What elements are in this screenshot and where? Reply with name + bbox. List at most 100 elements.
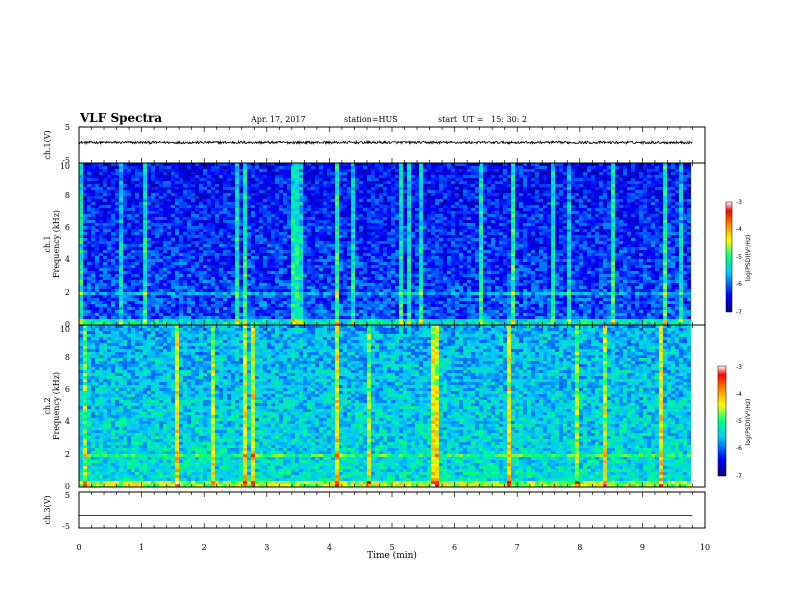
spectrogram-cell: [611, 187, 615, 190]
spectrogram-cell: [595, 181, 599, 184]
spectrogram-cell: [619, 163, 623, 166]
spectrogram-cell: [471, 187, 475, 190]
spectrogram-cell: [335, 229, 339, 232]
spectrogram-cell: [283, 166, 287, 169]
spectrogram-cell: [463, 196, 467, 199]
spectrogram-cell: [423, 244, 427, 247]
spectrogram-cell: [167, 202, 171, 205]
spectrogram-cell: [411, 208, 415, 211]
spectrogram-cell: [523, 184, 527, 187]
spectrogram-cell: [639, 184, 643, 187]
spectrogram-cell: [295, 256, 299, 259]
spectrogram-cell: [255, 229, 259, 232]
spectrogram-cell: [183, 241, 187, 244]
spectrogram-cell: [679, 217, 683, 220]
spectrogram-cell: [379, 199, 383, 202]
spectrogram-cell: [463, 232, 467, 235]
spectrogram-cell: [211, 166, 215, 169]
spectrogram-cell: [231, 208, 235, 211]
spectrogram-cell: [471, 214, 475, 217]
spectrogram-cell: [311, 169, 315, 172]
spectrogram-cell: [415, 178, 419, 181]
spectrogram-cell: [475, 202, 479, 205]
spectrogram-cell: [431, 190, 435, 193]
spectrogram-cell: [683, 238, 687, 241]
spectrogram-cell: [543, 232, 547, 235]
spectrogram-cell: [415, 199, 419, 202]
spectrogram-cell: [131, 241, 135, 244]
spectrogram-cell: [407, 190, 411, 193]
spectrogram-cell: [495, 205, 499, 208]
spectrogram-cell: [79, 163, 83, 166]
spectrogram-cell: [463, 247, 467, 250]
spectrogram-cell: [315, 187, 319, 190]
spectrogram-cell: [215, 211, 219, 214]
spectrogram-cell: [463, 172, 467, 175]
spectrogram-cell: [79, 199, 83, 202]
spectrogram-cell: [307, 244, 311, 247]
spectrogram-cell: [323, 187, 327, 190]
spectrogram-cell: [483, 232, 487, 235]
spectrogram-cell: [631, 241, 635, 244]
spectrogram-cell: [215, 238, 219, 241]
spectrogram-cell: [147, 241, 151, 244]
spectrogram-cell: [615, 217, 619, 220]
spectrogram-cell: [199, 229, 203, 232]
spectrogram-cell: [135, 163, 139, 166]
spectrogram-cell: [263, 178, 267, 181]
spectrogram-cell: [435, 217, 439, 220]
spectrogram-cell: [575, 178, 579, 181]
spectrogram-cell: [515, 196, 519, 199]
spectrogram-cell: [615, 202, 619, 205]
spectrogram-cell: [459, 244, 463, 247]
spectrogram-cell: [611, 250, 615, 253]
spectrogram-cell: [339, 244, 343, 247]
spectrogram-cell: [419, 199, 423, 202]
spectrogram-cell: [135, 235, 139, 238]
spectrogram-cell: [507, 229, 511, 232]
spectrogram-cell: [343, 217, 347, 220]
spectrogram-cell: [487, 244, 491, 247]
spectrogram-cell: [347, 241, 351, 244]
spectrogram-cell: [223, 211, 227, 214]
spectrogram-cell: [255, 217, 259, 220]
spectrogram-cell: [535, 190, 539, 193]
spectrogram-cell: [167, 169, 171, 172]
spectrogram-cell: [167, 220, 171, 223]
spectrogram-cell: [539, 205, 543, 208]
spectrogram-cell: [395, 211, 399, 214]
spectrogram-cell: [87, 244, 91, 247]
spectrogram-cell: [447, 211, 451, 214]
spectrogram-cell: [615, 253, 619, 256]
spectrogram-cell: [127, 247, 131, 250]
spectrogram-cell: [567, 184, 571, 187]
spectrogram-cell: [211, 169, 215, 172]
spectrogram-cell: [551, 226, 555, 229]
spectrogram-cell: [203, 184, 207, 187]
spectrogram-cell: [511, 211, 515, 214]
spectrogram-cell: [83, 244, 87, 247]
spectrogram-cell: [467, 205, 471, 208]
spectrogram-cell: [623, 232, 627, 235]
spectrogram-cell: [379, 232, 383, 235]
spectrogram-cell: [103, 202, 107, 205]
spectrogram-cell: [243, 256, 247, 259]
spectrogram-cell: [331, 190, 335, 193]
spectrogram-cell: [455, 193, 459, 196]
spectrogram-cell: [447, 235, 451, 238]
spectrogram-cell: [223, 172, 227, 175]
spectrogram-cell: [651, 178, 655, 181]
spectrogram-cell: [631, 184, 635, 187]
spectrogram-cell: [475, 169, 479, 172]
spectrogram-cell: [139, 220, 143, 223]
spectrogram-cell: [111, 214, 115, 217]
spectrogram-cell: [303, 250, 307, 253]
spectrogram-cell: [687, 184, 691, 187]
spectrogram-cell: [659, 217, 663, 220]
spectrogram-cell: [267, 166, 271, 169]
spectrogram-cell: [459, 238, 463, 241]
spectrogram-cell: [187, 223, 191, 226]
spectrogram-cell: [611, 256, 615, 259]
spectrogram-cell: [335, 232, 339, 235]
spectrogram-cell: [475, 175, 479, 178]
